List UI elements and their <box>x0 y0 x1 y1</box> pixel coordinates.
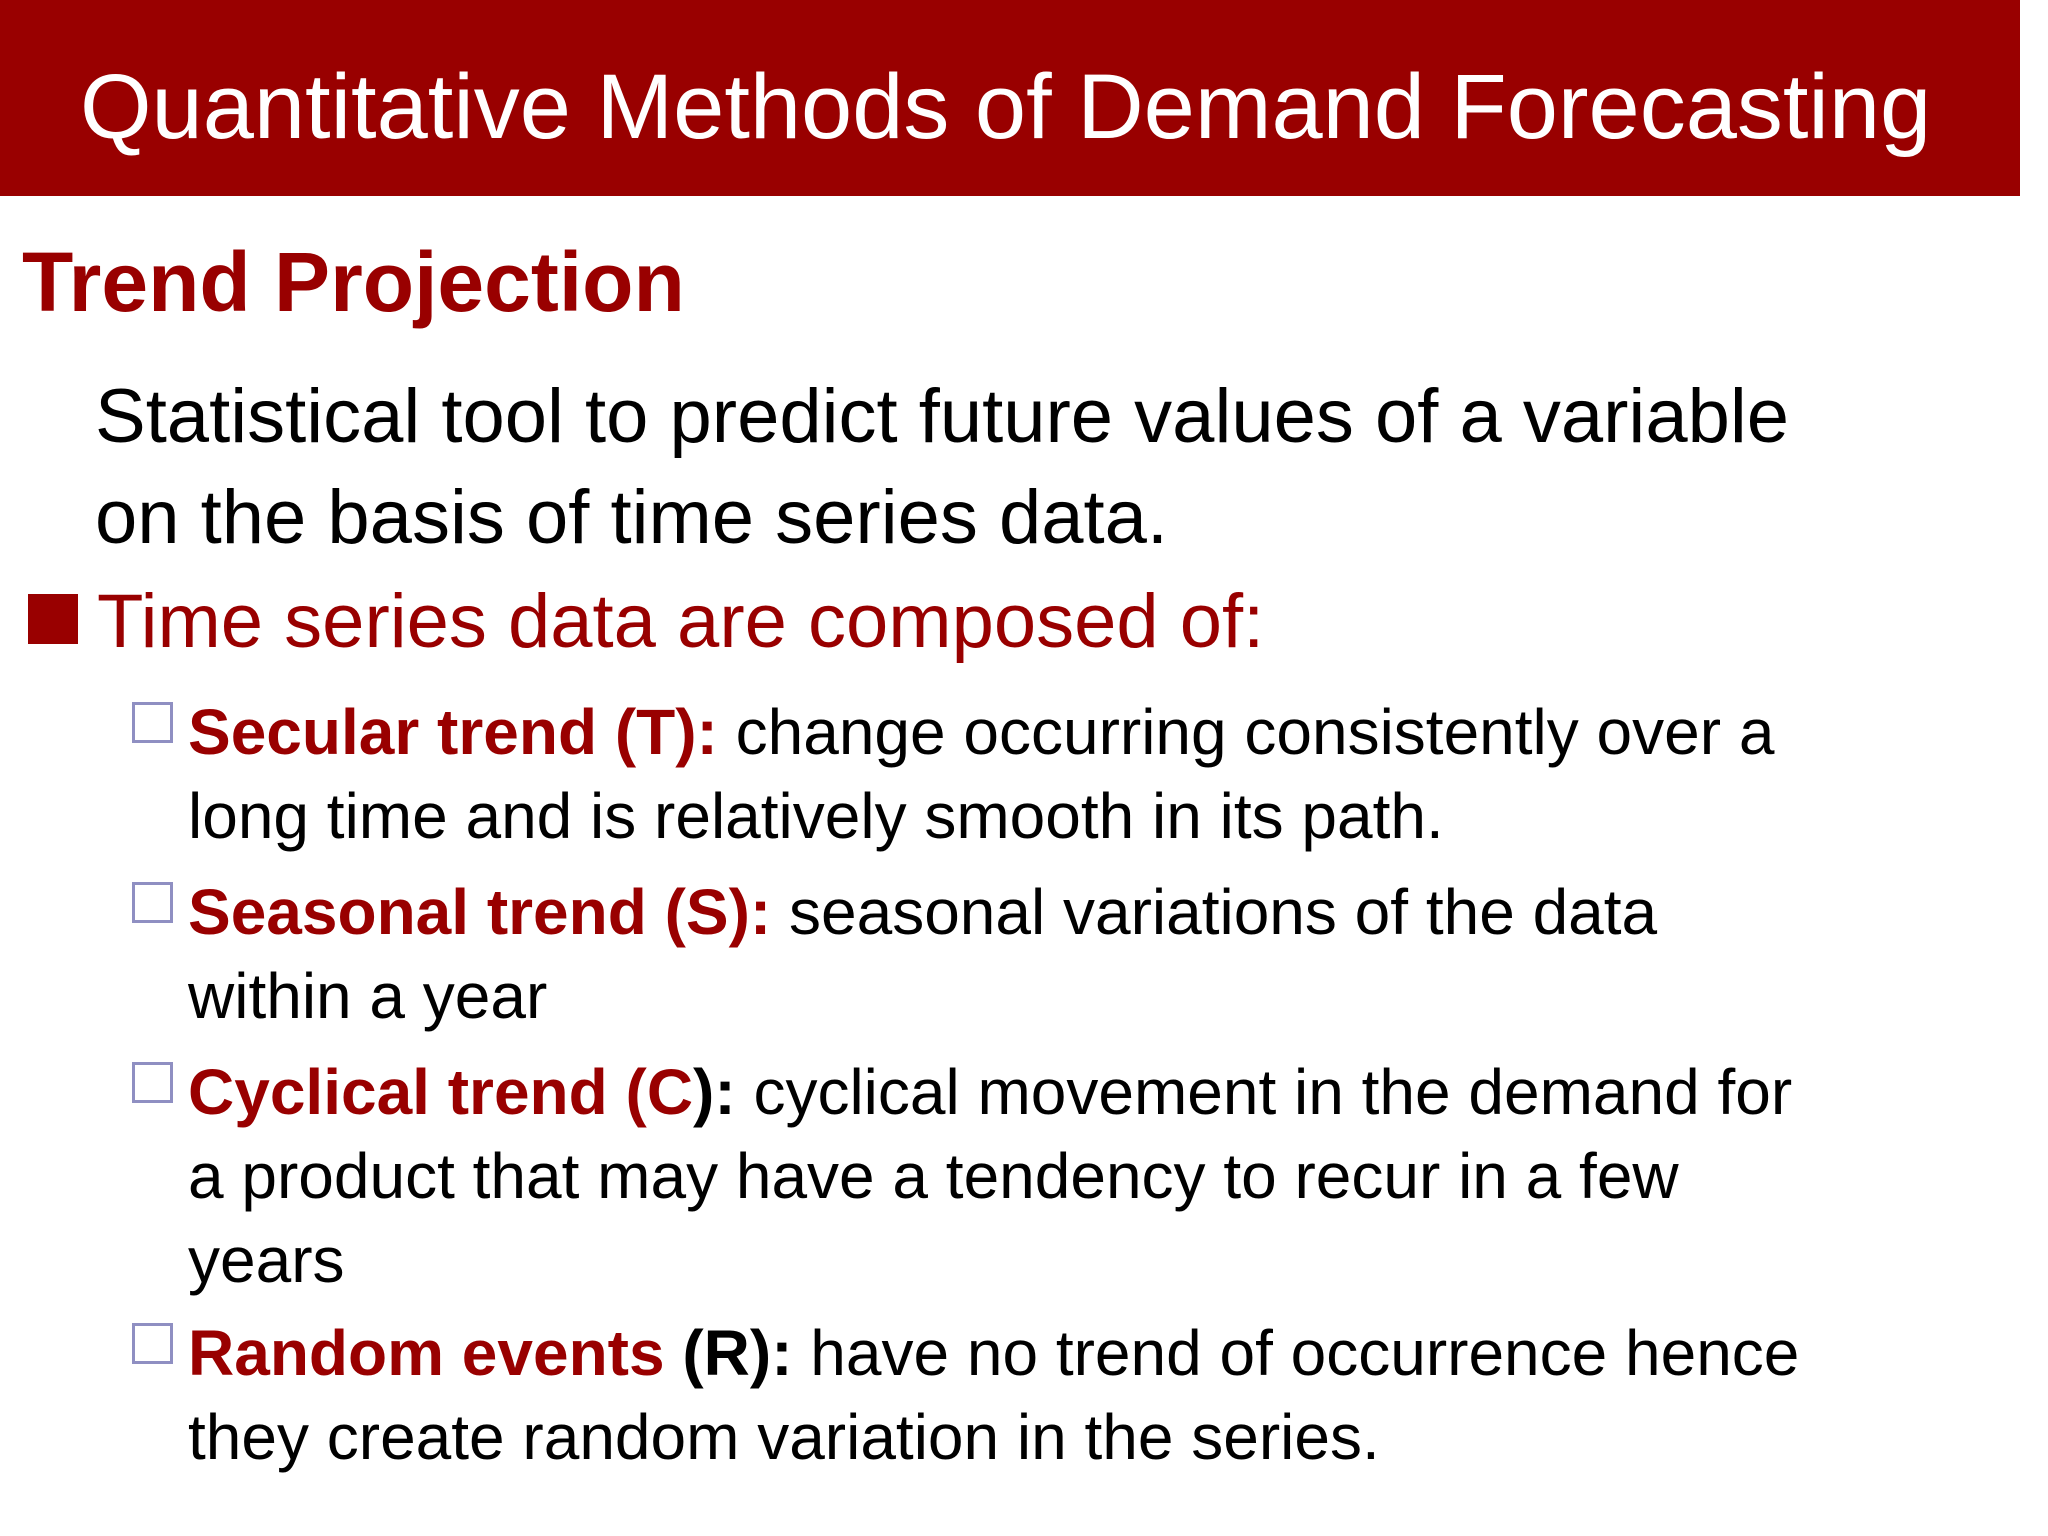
slide-title: Quantitative Methods of Demand Forecasti… <box>80 56 1932 158</box>
component-desc: change occurring consistently over a <box>717 696 1775 768</box>
intro-line-1: Statistical tool to predict future value… <box>95 374 1790 459</box>
component-term: Seasonal trend (S): <box>188 876 772 948</box>
component-text: Cyclical trend (C): cyclical movement in… <box>188 1050 1988 1302</box>
bullet-item-time-series: Time series data are composed of: <box>0 572 2000 672</box>
component-line-1: Cyclical trend (C): cyclical movement in… <box>188 1050 1988 1134</box>
component-term: Cyclical trend (C <box>188 1056 694 1128</box>
component-term: Secular trend (T): <box>188 696 718 768</box>
component-line-2: they create random variation in the seri… <box>188 1401 1380 1473</box>
checkbox-bullet-icon <box>132 1323 173 1364</box>
square-bullet-icon <box>28 594 78 644</box>
component-term-suffix: ): <box>693 1056 736 1128</box>
component-text: Random events (R): have no trend of occu… <box>188 1311 1988 1479</box>
component-term: Random events <box>188 1317 665 1389</box>
checkbox-bullet-icon <box>132 702 173 743</box>
checkbox-bullet-icon <box>132 1062 173 1103</box>
component-desc: seasonal variations of the data <box>771 876 1658 948</box>
component-line-2: long time and is relatively smooth in it… <box>188 780 1444 852</box>
component-line-2: within a year <box>188 960 548 1032</box>
component-desc: have no trend of occurrence hence <box>792 1317 1800 1389</box>
checkbox-bullet-icon <box>132 882 173 923</box>
component-desc: cyclical movement in the demand for <box>735 1056 1793 1128</box>
bullet-text: Time series data are composed of: <box>97 579 1265 664</box>
section-heading: Trend Projection <box>22 235 685 329</box>
component-line-3: years <box>188 1224 345 1296</box>
intro-paragraph: Statistical tool to predict future value… <box>95 366 1975 568</box>
component-line-1: Random events (R): have no trend of occu… <box>188 1311 1988 1395</box>
component-line-1: Secular trend (T): change occurring cons… <box>188 690 1988 774</box>
component-line-1: Seasonal trend (S): seasonal variations … <box>188 870 1988 954</box>
component-line-2: a product that may have a tendency to re… <box>188 1140 1679 1212</box>
component-text: Seasonal trend (S): seasonal variations … <box>188 870 1988 1038</box>
header-bar: Quantitative Methods of Demand Forecasti… <box>0 0 2020 196</box>
component-term-suffix: (R): <box>664 1317 793 1389</box>
component-text: Secular trend (T): change occurring cons… <box>188 690 1988 858</box>
intro-line-2: on the basis of time series data. <box>95 475 1169 560</box>
